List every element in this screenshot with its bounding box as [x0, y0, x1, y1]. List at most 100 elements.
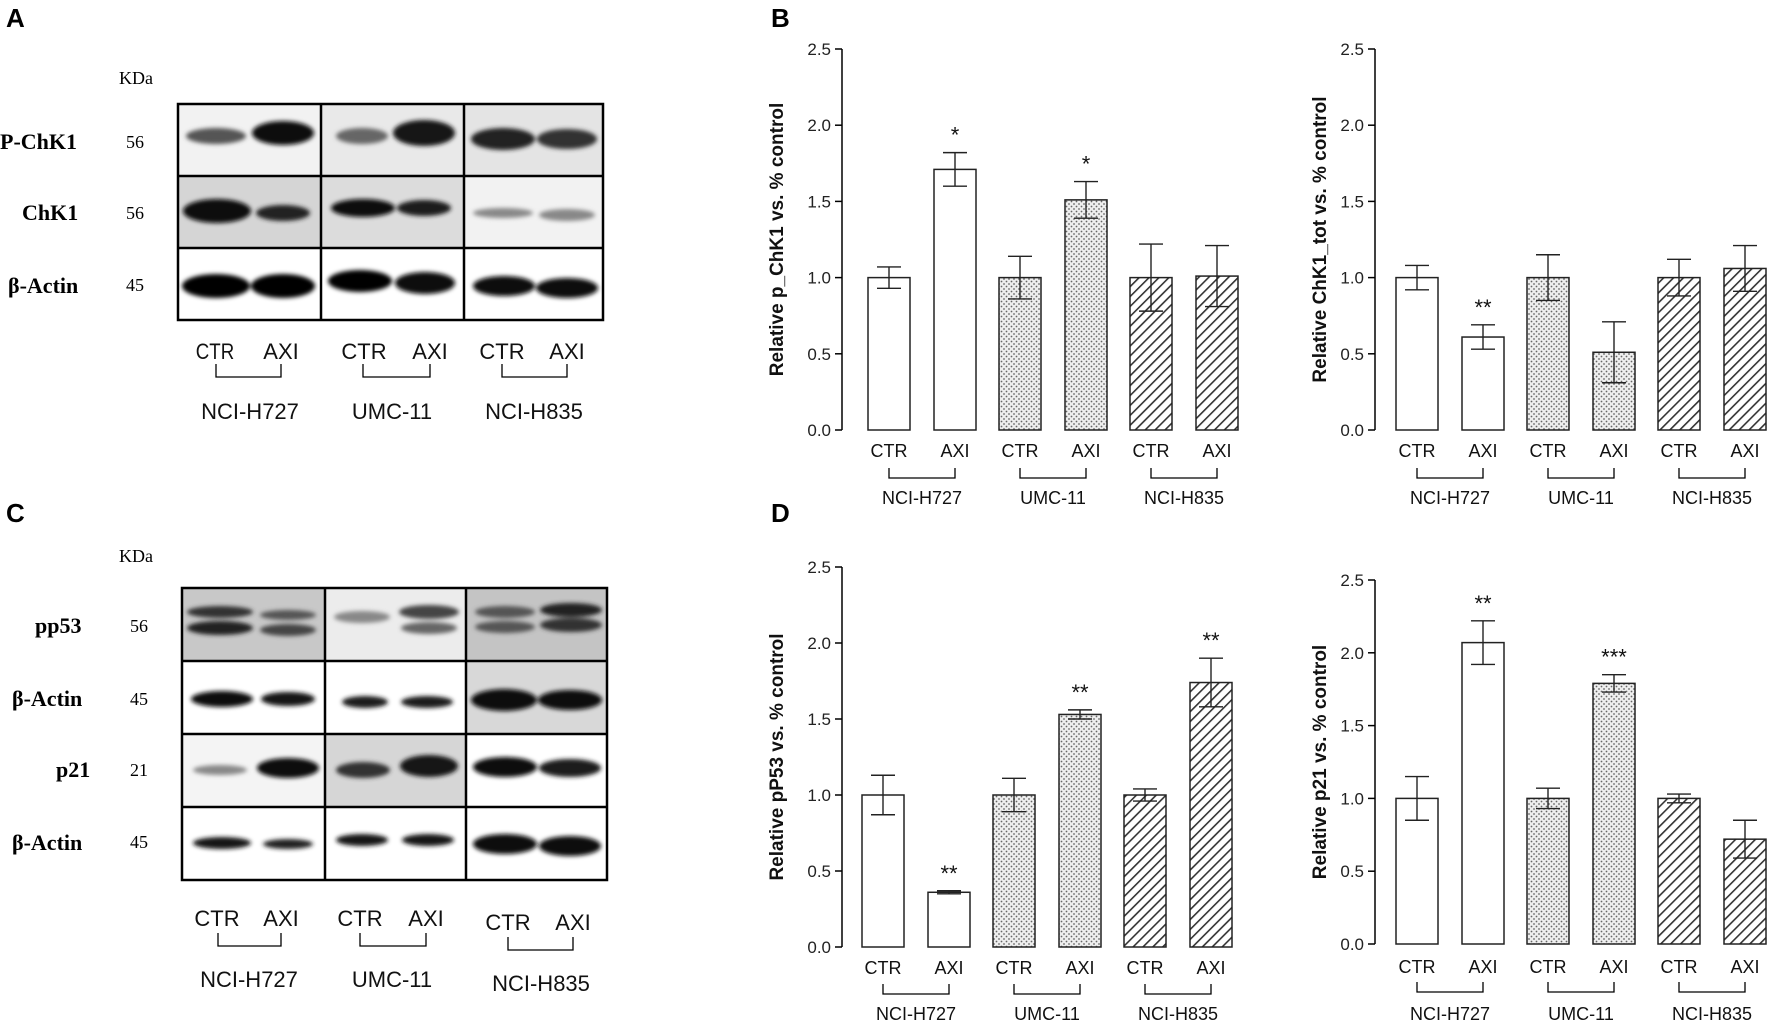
group-bracket	[882, 984, 950, 995]
group-label: UMC-11	[1548, 488, 1614, 508]
band	[263, 839, 313, 849]
bar	[927, 891, 971, 948]
significance-label: *	[1082, 152, 1091, 177]
lane-label-axi: AXI	[412, 339, 447, 364]
x-tick-label: AXI	[1599, 441, 1628, 461]
band	[471, 689, 537, 711]
band	[401, 696, 453, 708]
band	[260, 624, 316, 636]
band	[539, 836, 601, 856]
panel-letter-a: A	[6, 3, 25, 33]
bar	[1395, 797, 1439, 945]
significance-label: **	[1474, 591, 1492, 616]
x-tick-label: CTR	[1530, 441, 1567, 461]
group-bracket	[888, 468, 956, 479]
lane-label-ctr: CTR	[341, 339, 386, 364]
x-tick-label: AXI	[934, 958, 963, 978]
kda-label-a: KDa	[119, 68, 153, 88]
bar	[861, 794, 905, 948]
group-bracket	[1013, 984, 1081, 995]
bar-chart-pp53: 0.0 0.5 1.0 1.5 2.0 2.5 Relative pP53 vs. % co…	[767, 558, 1233, 1024]
band	[471, 128, 535, 150]
y-axis-label: Relative p21 vs. % control	[1310, 645, 1331, 879]
x-tick-label: CTR	[1399, 957, 1436, 977]
lane-label-axi: AXI	[555, 910, 590, 935]
band	[393, 120, 455, 146]
bar	[1526, 276, 1570, 431]
y-tick-label: 2.0	[807, 116, 831, 135]
band	[186, 128, 246, 144]
significance-label: **	[1071, 680, 1089, 705]
y-tick-label: 0.0	[807, 421, 831, 440]
bar	[1723, 267, 1767, 431]
group-bracket	[501, 364, 568, 378]
y-tick-label: 1.5	[1340, 192, 1364, 211]
bar	[1592, 682, 1636, 945]
group-label: UMC-11	[1014, 1004, 1080, 1024]
band	[336, 128, 388, 144]
band	[399, 605, 459, 619]
bar	[1657, 276, 1701, 431]
lane-label-axi: AXI	[263, 906, 298, 931]
band	[261, 692, 315, 706]
bar	[1461, 641, 1505, 945]
y-axis-label: Relative ChK1_tot vs. % control	[1310, 96, 1331, 382]
blot-panel-c: KDa pp53 56 β-Actin 45 p21 21 β-Actin 45	[12, 546, 609, 996]
y-tick-label: 0.5	[807, 345, 831, 364]
band	[402, 834, 454, 846]
lane-label-ctr: CTR	[196, 341, 234, 365]
blot-row-kda-pchk1: 56	[126, 132, 144, 152]
group-bracket	[1547, 468, 1615, 479]
group-bracket	[1547, 982, 1615, 993]
y-tick-label: 1.0	[807, 269, 831, 288]
y-tick-label: 0.5	[1340, 862, 1364, 881]
y-tick-label: 1.0	[1340, 789, 1364, 808]
x-tick-label: CTR	[871, 441, 908, 461]
group-bracket	[217, 933, 282, 947]
cell-line-label: NCI-H727	[201, 399, 299, 424]
group-bracket	[359, 933, 427, 947]
x-tick-label: CTR	[1530, 957, 1567, 977]
blot-row-label-actin: β-Actin	[12, 830, 82, 855]
blot-row-kda-actin: 45	[130, 689, 148, 709]
bar	[992, 794, 1036, 948]
cell-line-label: NCI-H835	[485, 399, 583, 424]
y-tick-label: 1.5	[807, 192, 831, 211]
band	[193, 837, 251, 849]
x-tick-label: AXI	[1196, 958, 1225, 978]
band	[336, 834, 388, 846]
band	[400, 755, 458, 777]
bar-chart-p-chk1: 0.0 0.5 1.0 1.5 2.0 2.5 Relative p_ChK1 vs. % …	[767, 40, 1239, 508]
blot-row-kda-pp53: 56	[130, 616, 148, 636]
group-label: NCI-H727	[882, 488, 962, 508]
group-bracket	[1144, 984, 1212, 995]
band	[473, 834, 537, 854]
y-tick-label: 2.0	[1340, 116, 1364, 135]
cell-line-label: NCI-H835	[492, 971, 590, 996]
bar	[1058, 713, 1102, 948]
y-tick-label: 0.0	[807, 938, 831, 957]
x-tick-label: CTR	[1399, 441, 1436, 461]
y-tick-label: 0.5	[1340, 345, 1364, 364]
band	[187, 621, 253, 635]
band	[397, 200, 451, 216]
blot-row-kda-actin: 45	[130, 832, 148, 852]
group-bracket	[1150, 468, 1218, 479]
band	[251, 274, 315, 298]
band	[540, 618, 602, 632]
band	[331, 199, 395, 217]
x-tick-label: AXI	[1730, 441, 1759, 461]
y-tick-label: 1.5	[1340, 717, 1364, 736]
y-tick-label: 2.5	[1340, 40, 1364, 59]
significance-label: **	[1202, 628, 1220, 653]
x-tick-label: CTR	[996, 958, 1033, 978]
x-tick-label: AXI	[940, 441, 969, 461]
band	[540, 603, 602, 617]
lane-label-axi: AXI	[549, 339, 584, 364]
group-label: NCI-H727	[1410, 1004, 1490, 1024]
bar	[1526, 797, 1570, 945]
panel-letter-c: C	[6, 498, 25, 528]
group-bracket	[1678, 982, 1746, 993]
lane-label-axi: AXI	[263, 339, 298, 364]
